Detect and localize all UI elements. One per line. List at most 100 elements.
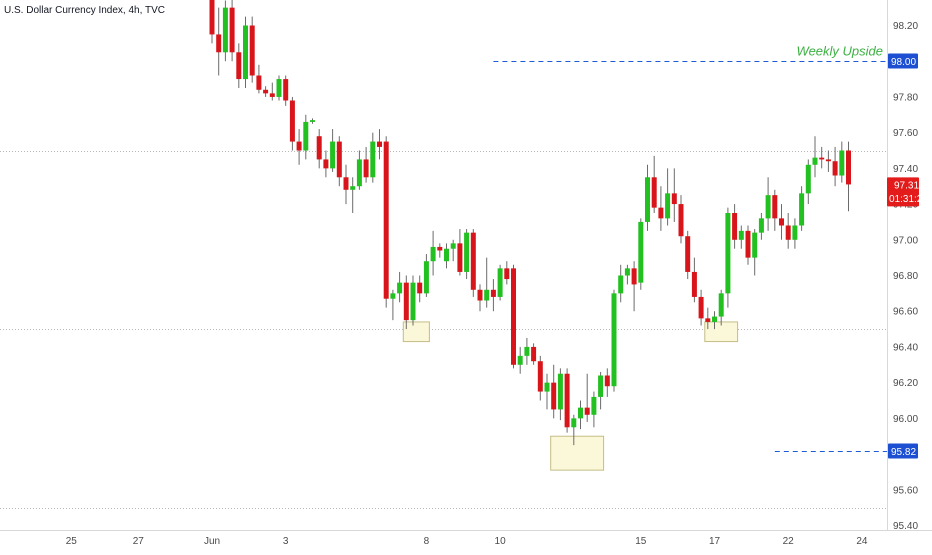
candle <box>671 168 677 222</box>
candle <box>524 338 530 365</box>
candle <box>263 86 269 97</box>
candle <box>631 261 637 312</box>
candle <box>544 373 550 410</box>
y-tick-label: 95.40 <box>893 521 918 532</box>
last-price-tag-bg <box>887 177 919 207</box>
candle <box>604 368 610 397</box>
candle <box>269 82 275 101</box>
candle <box>645 164 650 231</box>
candle-body <box>718 293 724 317</box>
tick-labels-layer: 98.2098.0097.8097.6097.4097.2097.0096.80… <box>66 21 919 547</box>
candle-body <box>551 382 557 410</box>
y-tick-label: 96.80 <box>893 271 918 282</box>
candle-body <box>437 246 443 251</box>
candle-body <box>403 282 409 321</box>
candle <box>310 118 315 124</box>
candle <box>537 355 543 401</box>
y-tick-label: 97.60 <box>893 128 918 139</box>
candle <box>805 159 811 205</box>
candle-body <box>819 157 825 160</box>
y-tick-label: 97.80 <box>893 92 918 103</box>
x-tick-label: 17 <box>709 536 721 547</box>
candle-body <box>685 236 691 272</box>
candle-body <box>658 207 664 219</box>
last-price-tag: 97.31 01:31:29 <box>887 177 928 207</box>
candle <box>772 189 778 231</box>
x-tick-label: 15 <box>635 536 647 547</box>
candle-body <box>725 213 731 294</box>
candle <box>343 164 349 205</box>
candle <box>216 7 222 76</box>
candle <box>229 0 235 62</box>
candle-body <box>651 177 657 208</box>
candle <box>283 75 289 106</box>
candle <box>511 264 516 369</box>
candle <box>732 204 738 249</box>
candle-body <box>611 293 617 387</box>
candle <box>423 254 429 297</box>
y-tick-label: 97.40 <box>893 164 918 175</box>
x-tick-label: 10 <box>495 536 507 547</box>
candle-body <box>645 177 650 222</box>
candle <box>792 218 798 249</box>
candle <box>417 275 423 303</box>
x-tick-label: 22 <box>783 536 795 547</box>
levels-layer: Weekly Upside <box>493 44 887 452</box>
candle <box>470 229 476 297</box>
candle <box>557 368 563 421</box>
candle-body <box>383 141 389 299</box>
candle-body <box>792 225 798 240</box>
candle-body <box>464 232 470 272</box>
candle <box>725 207 731 308</box>
candle <box>618 264 624 303</box>
candle <box>832 146 838 187</box>
candle <box>370 132 376 183</box>
candle <box>752 229 758 276</box>
candle <box>397 271 403 303</box>
candle-body <box>477 289 483 301</box>
zones-layer <box>402 321 739 471</box>
candle-body <box>363 159 369 178</box>
candle <box>444 243 449 269</box>
candle-body <box>350 186 356 190</box>
candle <box>825 150 831 172</box>
candle-body <box>310 120 315 122</box>
candle <box>490 279 496 312</box>
candle-body <box>524 346 530 356</box>
candle <box>363 146 369 183</box>
candle <box>678 195 684 244</box>
candle-body <box>624 268 630 276</box>
candle <box>624 264 630 285</box>
candle <box>517 346 523 374</box>
candle-body <box>504 268 510 280</box>
candle-body <box>678 204 684 237</box>
candle <box>718 289 724 326</box>
x-tick-label: 25 <box>66 536 78 547</box>
level-price-tag: 98.00 <box>888 53 918 69</box>
candle-body <box>390 293 396 299</box>
candle-body <box>571 418 577 428</box>
candle-body <box>323 159 329 169</box>
candle-body <box>256 75 262 90</box>
candle-body <box>484 289 490 301</box>
candle <box>839 141 845 183</box>
candle-body <box>222 7 228 53</box>
candle-body <box>584 407 590 415</box>
candle <box>758 213 764 240</box>
candle <box>638 218 644 290</box>
candle-body <box>846 150 851 185</box>
candle-body <box>665 193 671 219</box>
candle <box>484 257 490 308</box>
candle-body <box>839 150 845 176</box>
candle <box>430 230 436 276</box>
candle-body <box>812 157 818 165</box>
level-price-tag-bg <box>888 443 918 459</box>
candle <box>738 225 744 249</box>
axes-layer <box>0 0 932 531</box>
candle-body <box>296 141 302 151</box>
price-tags-layer: 98.00 95.82 97.31 01:31:29 <box>887 53 928 459</box>
chart-title: U.S. Dollar Currency Index, 4h, TVC <box>4 5 165 16</box>
candle <box>584 373 590 422</box>
